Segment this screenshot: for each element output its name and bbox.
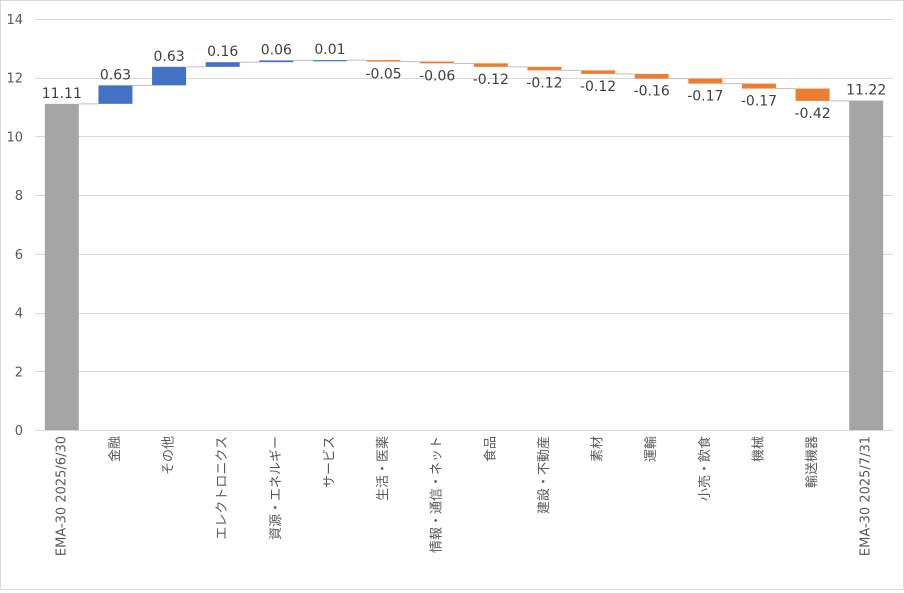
- x-tick-label: その他: [162, 436, 177, 475]
- decrease-bar: [473, 63, 508, 67]
- data-label: 0.63: [153, 49, 184, 65]
- x-tick-label: サービス: [322, 436, 337, 488]
- x-tick-label: 生活・医薬: [376, 436, 391, 501]
- increase-bar: [312, 60, 347, 62]
- data-label: -0.12: [526, 75, 562, 91]
- decrease-bar: [420, 61, 455, 64]
- data-label: -0.12: [473, 72, 509, 88]
- data-label: 0.06: [261, 42, 292, 58]
- y-tick-label: 10: [6, 130, 23, 145]
- x-tick-label: 建設・不動産: [536, 436, 552, 514]
- data-label: -0.05: [365, 67, 401, 83]
- decrease-bar: [688, 78, 723, 84]
- y-tick-label: 4: [15, 307, 23, 322]
- decrease-bar: [634, 73, 669, 79]
- x-tick-label: 運輸: [644, 436, 659, 462]
- x-tick-label: EMA-30 2025/7/31: [859, 436, 874, 556]
- x-tick-label: 小売・飲食: [697, 436, 713, 501]
- data-label: 0.63: [100, 67, 131, 83]
- y-tick-label: 0: [15, 424, 23, 439]
- data-label: 0.16: [207, 44, 238, 60]
- data-label: -0.16: [634, 84, 670, 100]
- x-tick-label: 情報・通信・ネット: [430, 436, 445, 553]
- data-label: 11.11: [42, 86, 82, 102]
- x-tick-label: 輸送機器: [805, 436, 820, 488]
- data-label: -0.42: [794, 106, 830, 122]
- decrease-bar: [795, 88, 830, 101]
- y-tick-label: 2: [15, 365, 23, 380]
- decrease-bar: [366, 60, 401, 62]
- data-label: 0.01: [314, 42, 345, 58]
- increase-bar: [152, 66, 187, 86]
- data-labels: 11.11 0.63 0.63 0.16 0.06 0.01 -0.05 -0.06 -0.12…: [42, 42, 886, 122]
- data-label: -0.17: [687, 89, 723, 105]
- x-tick-label: 資源・エネルギー: [269, 436, 284, 540]
- y-tick-label: 8: [15, 189, 23, 204]
- y-tick-label: 12: [6, 72, 23, 87]
- x-tick-label: 機械: [751, 436, 766, 462]
- increase-bar: [98, 85, 133, 104]
- x-axis: EMA-30 2025/6/30 金融 その他 エレクトロニクス 資源・エネルギー サービ…: [54, 436, 873, 556]
- total-bar: [849, 100, 884, 430]
- increase-bar: [259, 60, 294, 63]
- x-tick-label: 食品: [482, 436, 498, 462]
- x-tick-label: EMA-30 2025/6/30: [54, 436, 69, 556]
- data-label: -0.12: [580, 79, 616, 95]
- x-tick-label: 素材: [591, 436, 606, 462]
- decrease-bar: [527, 66, 562, 71]
- data-label: -0.17: [741, 94, 777, 110]
- x-tick-label: 金融: [107, 436, 123, 462]
- bars: [44, 60, 884, 431]
- data-label: -0.06: [419, 68, 455, 84]
- y-axis: 0 2 4 6 8 10 12 14: [6, 13, 23, 439]
- x-tick-label: エレクトロニクス: [215, 436, 230, 540]
- increase-bar: [205, 62, 240, 67]
- total-bar: [44, 103, 79, 431]
- y-tick-label: 14: [6, 13, 23, 28]
- connectors: [78, 59, 850, 105]
- data-label: 11.22: [846, 83, 886, 99]
- decrease-bar: [741, 83, 776, 89]
- decrease-bar: [581, 70, 616, 74]
- y-tick-label: 6: [15, 248, 23, 263]
